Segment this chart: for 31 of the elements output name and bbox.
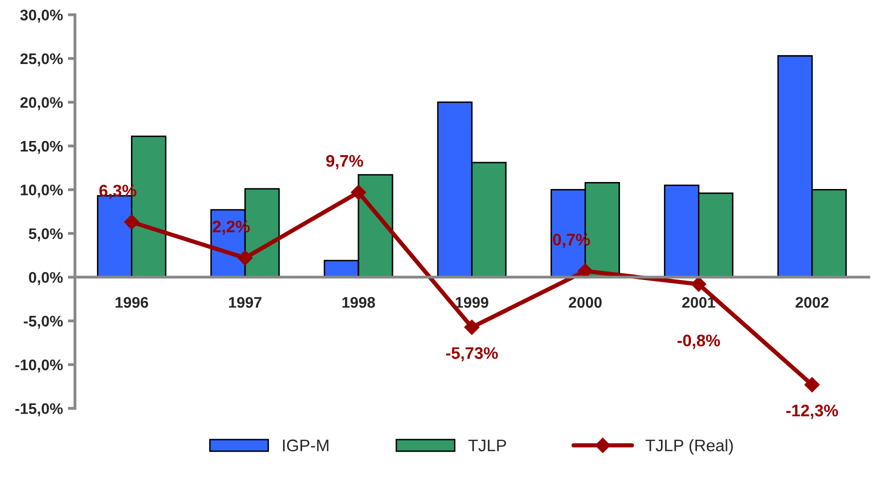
point <box>238 250 253 266</box>
y-tick-label: 20,0% <box>20 97 63 110</box>
point <box>578 263 593 279</box>
y-tick-label: 15,0% <box>20 140 63 154</box>
y-tick-label: 25,0% <box>20 53 63 66</box>
x-tick-label: 1996 <box>116 297 148 308</box>
x-tick-label: 2002 <box>796 297 828 308</box>
data-label: 9,7% <box>326 155 364 170</box>
y-tick-label: -5,0% <box>24 316 63 329</box>
legend-label: TJLP <box>468 440 506 452</box>
x-tick-label: 1997 <box>229 297 262 308</box>
legend-label: IGP-M <box>283 440 328 452</box>
y-tick-label: 30,0% <box>20 10 63 23</box>
legend-label: TJLP (Real) <box>646 439 733 455</box>
point <box>464 320 480 335</box>
x-tick-label: 1998 <box>342 297 375 308</box>
x-tick-label: 2001 <box>682 297 716 308</box>
x-tick-label: 1999 <box>456 297 488 308</box>
point <box>124 214 140 230</box>
data-label: -0,8% <box>678 334 720 349</box>
point <box>350 184 366 200</box>
y-tick-label: -15,0% <box>15 403 63 416</box>
y-tick-label: 5,0% <box>28 228 63 242</box>
data-label: -12,3% <box>786 404 838 419</box>
y-tick-label: 0,0% <box>28 272 63 286</box>
y-tick-label: -10,0% <box>15 359 63 373</box>
point <box>691 276 706 292</box>
y-tick-label: 10,0% <box>20 184 63 198</box>
x-tick-label: 2000 <box>568 297 602 308</box>
data-label: -5,73% <box>446 347 498 362</box>
point <box>804 377 820 392</box>
